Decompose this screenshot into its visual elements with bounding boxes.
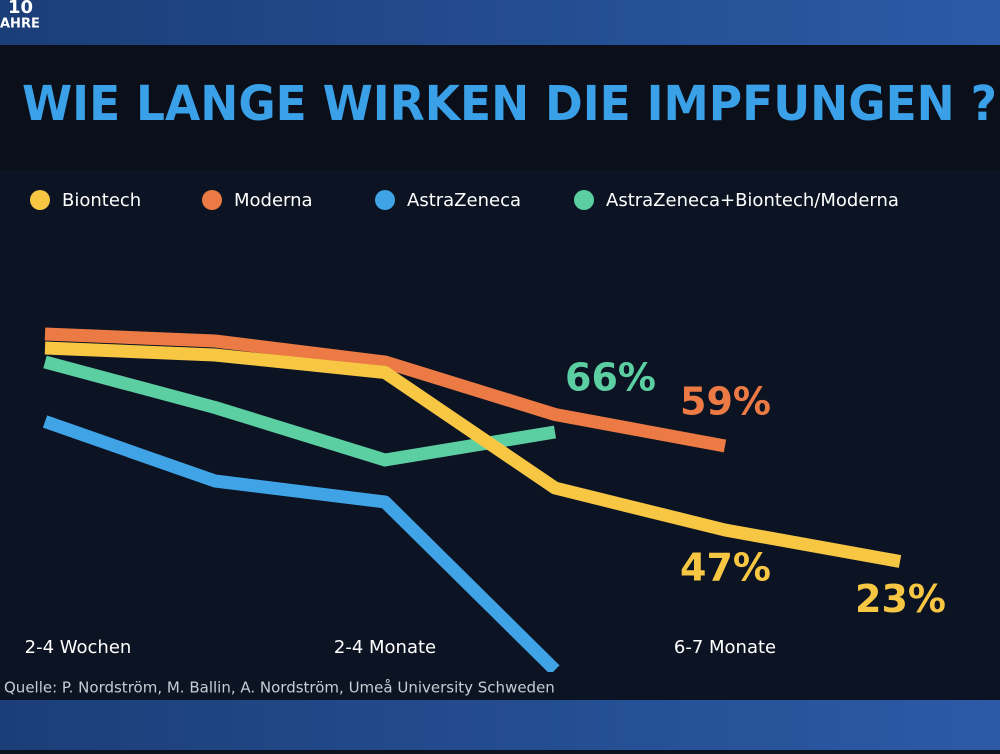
labels: 2-4 Wochen 2-4 Monate 6-7 Monate 66% 59% 47% 2… (25, 356, 946, 659)
legend-label: Moderna (234, 190, 313, 211)
legend-marker (574, 190, 594, 210)
legend-label: AstraZeneca (407, 190, 521, 211)
logo-number: 10 (8, 0, 33, 18)
logo-word: AHRE (0, 17, 40, 32)
bottom-band (0, 700, 1000, 750)
data-label: 47% (680, 546, 771, 590)
source: Quelle: P. Nordström, M. Ballin, A. Nord… (4, 679, 555, 697)
series-line (43, 355, 557, 467)
legend-marker (202, 190, 222, 210)
x-tick-label: 6-7 Monate (674, 637, 776, 658)
chart-title: WIE LANGE WIRKEN DIE IMPFUNGEN ? (22, 76, 997, 132)
top-band (0, 0, 1000, 45)
legend-label: AstraZeneca+Biontech/Moderna (606, 190, 899, 211)
data-label: 66% (565, 356, 656, 400)
series-line (44, 327, 727, 453)
plot (42, 327, 902, 672)
series-line (44, 341, 902, 568)
legend-label: Biontech (62, 190, 141, 211)
title-band (0, 45, 1000, 170)
data-label: 59% (680, 380, 771, 424)
data-label: 23% (855, 577, 946, 621)
legend-marker (30, 190, 50, 210)
series-line (42, 415, 560, 672)
x-tick-label: 2-4 Monate (334, 637, 436, 658)
legend-marker (375, 190, 395, 210)
x-tick-label: 2-4 Wochen (25, 637, 132, 658)
legend: Biontech Moderna AstraZeneca AstraZeneca+Bi… (30, 190, 899, 211)
